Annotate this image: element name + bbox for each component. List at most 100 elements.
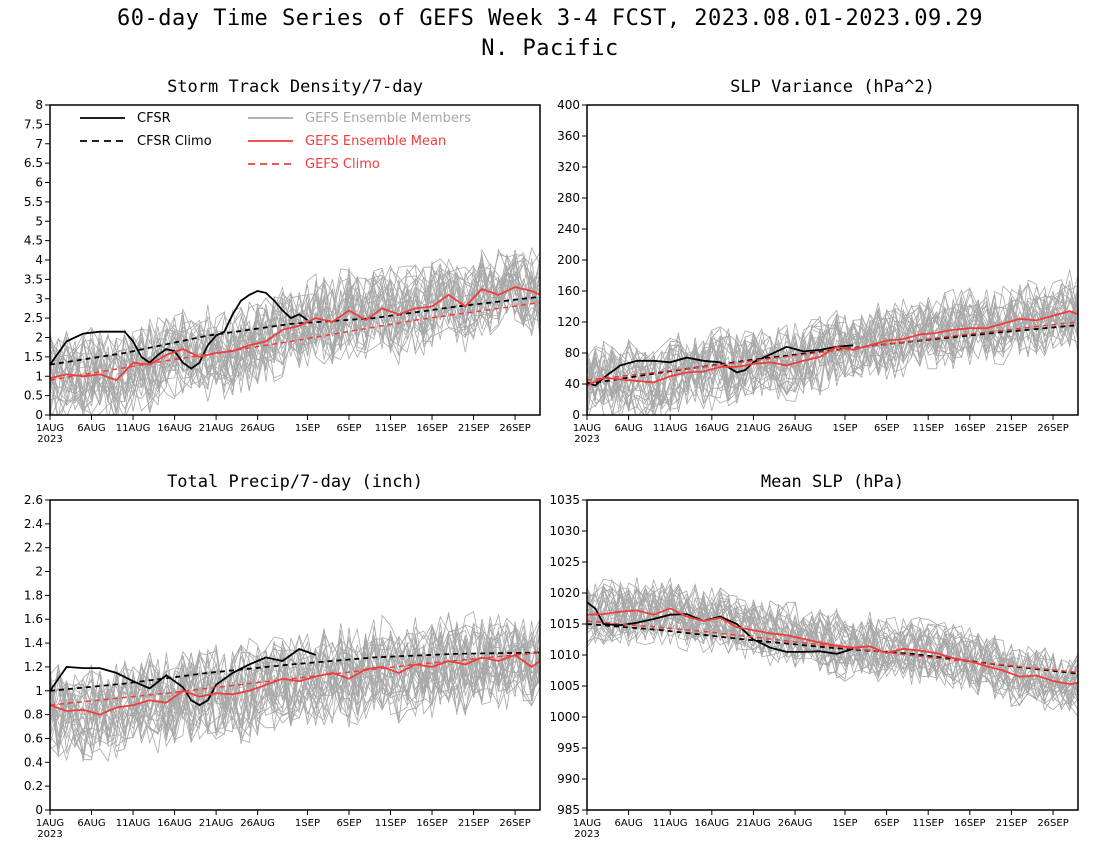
y-tick-label: 7.5 (24, 117, 43, 131)
x-tick-label: 26SEP (499, 423, 530, 434)
y-tick-label: 80 (565, 346, 580, 360)
y-tick-label: 1.5 (24, 350, 43, 364)
x-tick-label: 16SEP (416, 818, 447, 829)
x-tick-label: 21AUG (199, 818, 234, 829)
x-tick-label: 1AUG (36, 818, 64, 829)
ensemble-members (50, 611, 540, 763)
y-tick-label: 2.6 (24, 493, 43, 507)
x-year-label: 2023 (574, 829, 599, 840)
series-line-gefs-ensemble-mean (50, 653, 540, 716)
series-line-gefs-climo (50, 651, 540, 706)
y-tick-label: 4 (35, 253, 43, 267)
legend-label: CFSR Climo (137, 134, 212, 149)
x-tick-label: 26SEP (1037, 423, 1068, 434)
x-tick-label: 21AUG (736, 818, 771, 829)
x-tick-label: 6AUG (77, 818, 105, 829)
ensemble-member-line (587, 280, 1078, 410)
ensemble-member-line (587, 583, 1078, 697)
x-tick-label: 26AUG (778, 423, 813, 434)
ensemble-member-line (587, 599, 1078, 717)
ensemble-member-line (50, 264, 540, 415)
ensemble-member-line (588, 291, 1078, 415)
y-tick-label: 0.6 (24, 731, 43, 745)
legend-label: GEFS Ensemble Members (305, 111, 471, 126)
x-tick-label: 16SEP (954, 423, 985, 434)
x-tick-label: 11SEP (375, 423, 406, 434)
x-tick-label: 6SEP (874, 818, 899, 829)
y-tick-label: 1.8 (24, 588, 43, 602)
legend-label: CFSR (137, 111, 171, 126)
ensemble-member-line (587, 588, 1078, 708)
y-tick-label: 240 (557, 222, 580, 236)
chart-panel-4: Mean SLP (hPa) 985 990 995 1000 1005 1010 1015 1… (549, 472, 1079, 840)
ensemble-member-line (50, 617, 540, 748)
ensemble-members (587, 269, 1078, 415)
ensemble-member-line (50, 263, 540, 407)
panel-title: SLP Variance (hPa^2) (730, 77, 935, 97)
y-tick-label: 0.5 (24, 389, 43, 403)
y-tick-label: 5.5 (24, 195, 43, 209)
ensemble-members (587, 576, 1078, 717)
y-tick-label: 1 (35, 369, 43, 383)
x-tick-label: 26AUG (778, 818, 813, 829)
x-tick-label: 11SEP (912, 818, 943, 829)
y-tick-label: 6.5 (24, 156, 43, 170)
x-tick-label: 26AUG (240, 818, 275, 829)
chart-panel-1: Storm Track Density/7-day 0 0.5 1 1.5 2 2.5 3 3.… (24, 77, 541, 445)
ensemble-member-line (50, 272, 540, 411)
y-tick-label: 0.8 (24, 708, 43, 722)
ensemble-member-line (587, 287, 1078, 410)
x-tick-label: 1SEP (832, 423, 857, 434)
y-tick-label: 40 (565, 377, 580, 391)
y-tick-label: 2 (35, 331, 43, 345)
y-tick-label: 6 (35, 176, 43, 190)
ensemble-member-line (50, 293, 540, 406)
ensemble-member-line (587, 577, 1078, 699)
y-tick-label: 2 (35, 565, 43, 579)
panel-title: Storm Track Density/7-day (167, 77, 423, 97)
x-tick-label: 1SEP (295, 423, 320, 434)
x-year-label: 2023 (37, 434, 62, 445)
x-tick-label: 11AUG (116, 423, 151, 434)
ensemble-member-line (587, 289, 1078, 409)
x-tick-label: 1SEP (832, 818, 857, 829)
ensemble-member-line (587, 298, 1078, 415)
series-line-cfsr-climo (50, 295, 540, 366)
ensemble-member-line (587, 284, 1078, 406)
ensemble-member-line (50, 251, 540, 396)
y-tick-label: 3.5 (24, 272, 43, 286)
y-tick-label: 320 (557, 160, 580, 174)
y-tick-label: 360 (557, 129, 580, 143)
y-tick-label: 1000 (549, 710, 580, 724)
y-tick-label: 985 (557, 803, 580, 817)
x-tick-label: 11AUG (116, 818, 151, 829)
series-line-gefs-climo (50, 301, 540, 381)
x-tick-label: 6SEP (336, 423, 361, 434)
series-line-cfsr (587, 344, 854, 387)
x-tick-label: 21AUG (736, 423, 771, 434)
x-tick-label: 11AUG (653, 818, 688, 829)
plot-area (50, 246, 540, 415)
x-tick-label: 6AUG (614, 423, 642, 434)
ensemble-member-line (50, 624, 540, 758)
ensemble-member-line (50, 618, 540, 744)
ensemble-member-line (50, 254, 540, 406)
legend: CFSR CFSR Climo GEFS Ensemble Members GEFS … (80, 111, 471, 172)
x-tick-label: 6AUG (77, 423, 105, 434)
y-tick-label: 1025 (549, 555, 580, 569)
ensemble-member-line (587, 282, 1078, 408)
series-line-cfsr-climo (587, 623, 1078, 675)
y-tick-label: 1.2 (24, 660, 43, 674)
y-tick-label: 990 (557, 772, 580, 786)
y-tick-label: 1.4 (24, 636, 43, 650)
ensemble-member-line (587, 590, 1078, 703)
y-tick-label: 5 (35, 214, 43, 228)
chart-panel-2: SLP Variance (hPa^2) 0 40 80 120 160 200 240 280… (557, 77, 1079, 445)
x-tick-label: 26AUG (240, 423, 275, 434)
chart-panel-3: Total Precip/7-day (inch)00.20.40.60.811… (24, 472, 541, 840)
x-tick-label: 1AUG (36, 423, 64, 434)
ensemble-member-line (587, 300, 1078, 415)
y-tick-label: 2.2 (24, 541, 43, 555)
y-tick-label: 120 (557, 315, 580, 329)
